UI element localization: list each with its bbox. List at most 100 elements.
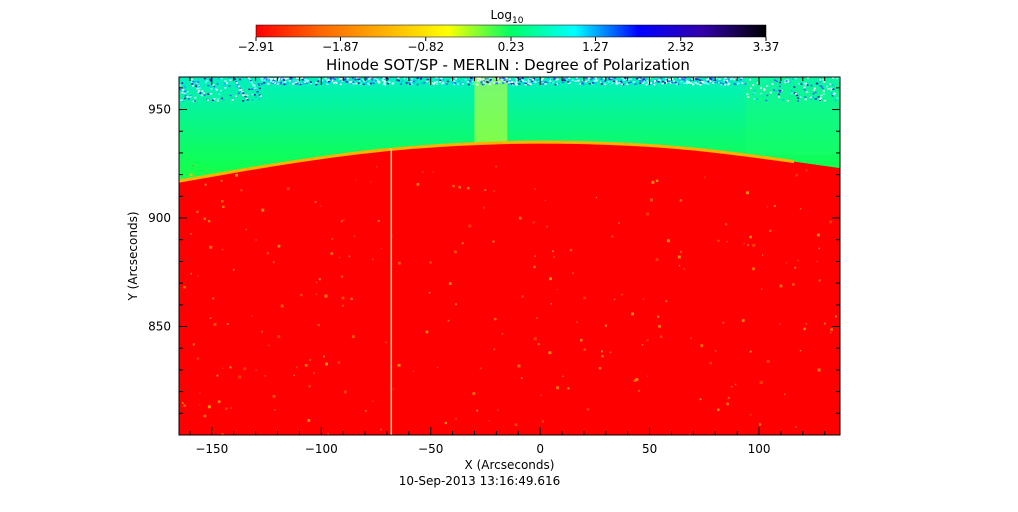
noise-pixel: [829, 83, 832, 85]
noise-pixel: [361, 80, 364, 82]
noise-pixel: [529, 77, 532, 80]
noise-pixel: [357, 78, 360, 80]
noise-pixel: [293, 82, 296, 84]
disk-feature: [207, 405, 211, 409]
noise-pixel: [245, 97, 248, 100]
noise-pixel: [288, 80, 291, 82]
noise-pixel: [575, 78, 578, 80]
disk-feature: [196, 210, 199, 213]
noise-pixel: [790, 90, 793, 92]
noise-pixel: [489, 80, 492, 82]
noise-pixel: [351, 82, 354, 85]
noise-pixel: [508, 83, 511, 86]
noise-pixel: [713, 79, 716, 82]
noise-pixel: [709, 79, 712, 81]
noise-pixel: [661, 82, 664, 85]
noise-pixel: [619, 81, 622, 84]
disk-feature: [795, 426, 797, 428]
noise-pixel: [235, 80, 238, 83]
disk-feature: [304, 364, 308, 367]
noise-pixel: [502, 77, 505, 80]
noise-pixel: [581, 83, 584, 86]
noise-pixel: [736, 82, 739, 85]
noise-pixel: [489, 79, 492, 81]
disk-feature: [331, 238, 334, 240]
disk-feature: [688, 433, 691, 435]
disk-feature: [633, 379, 637, 382]
noise-pixel: [818, 98, 821, 100]
noise-pixel: [235, 85, 238, 88]
noise-pixel: [775, 80, 778, 83]
x-tick-label: 100: [748, 442, 771, 456]
disk-feature: [232, 268, 235, 271]
noise-pixel: [432, 82, 435, 85]
disk-feature: [454, 250, 457, 254]
x-axis-label: X (Arcseconds): [465, 458, 555, 472]
noise-pixel: [180, 99, 183, 102]
noise-pixel: [461, 83, 464, 85]
disk-feature: [805, 322, 808, 325]
noise-pixel: [375, 79, 378, 82]
noise-pixel: [636, 82, 639, 85]
noise-pixel: [804, 98, 807, 101]
noise-pixel: [396, 79, 399, 81]
disk-feature: [277, 335, 281, 338]
noise-pixel: [490, 80, 493, 83]
noise-pixel: [310, 81, 313, 83]
noise-pixel: [220, 77, 223, 80]
noise-pixel: [304, 79, 307, 81]
noise-pixel: [263, 77, 266, 79]
noise-pixel: [669, 78, 672, 81]
disk-feature: [567, 387, 570, 390]
noise-pixel: [830, 89, 833, 91]
noise-pixel: [350, 82, 353, 85]
disk-feature: [769, 229, 772, 233]
noise-pixel: [733, 82, 736, 85]
disk-feature: [183, 404, 186, 407]
noise-pixel: [235, 95, 238, 98]
noise-pixel: [795, 92, 798, 95]
disk-feature: [749, 350, 752, 353]
noise-pixel: [518, 83, 521, 85]
noise-pixel: [359, 83, 362, 86]
noise-pixel: [337, 82, 340, 84]
noise-pixel: [720, 79, 723, 82]
noise-pixel: [700, 80, 703, 83]
disk-feature: [795, 174, 798, 177]
noise-pixel: [533, 78, 536, 80]
noise-pixel: [366, 77, 369, 79]
noise-pixel: [379, 77, 382, 79]
noise-pixel: [228, 85, 231, 87]
noise-pixel: [365, 83, 368, 85]
noise-pixel: [200, 94, 203, 97]
noise-pixel: [416, 77, 419, 80]
noise-pixel: [655, 79, 658, 82]
disk-feature: [717, 239, 720, 242]
noise-pixel: [812, 96, 815, 98]
noise-pixel: [479, 80, 482, 82]
noise-pixel: [487, 81, 490, 84]
noise-pixel: [488, 83, 491, 86]
noise-pixel: [820, 94, 823, 97]
noise-pixel: [365, 78, 368, 80]
noise-pixel: [831, 94, 834, 97]
noise-pixel: [235, 82, 238, 84]
disk-feature: [678, 264, 681, 267]
disk-feature: [683, 268, 685, 270]
disk-feature: [196, 357, 200, 360]
noise-pixel: [223, 84, 226, 87]
disk-feature: [429, 261, 432, 264]
noise-pixel: [192, 81, 195, 83]
noise-pixel: [727, 78, 730, 80]
noise-pixel: [358, 78, 361, 81]
noise-pixel: [652, 83, 655, 85]
disk-feature: [397, 363, 401, 367]
noise-pixel: [541, 77, 544, 80]
disk-feature: [421, 171, 424, 173]
noise-pixel: [838, 82, 840, 84]
noise-pixel: [796, 94, 799, 97]
noise-pixel: [352, 77, 355, 80]
noise-pixel: [668, 78, 671, 81]
colorbar-label: Log10: [491, 8, 524, 26]
noise-pixel: [199, 92, 202, 94]
